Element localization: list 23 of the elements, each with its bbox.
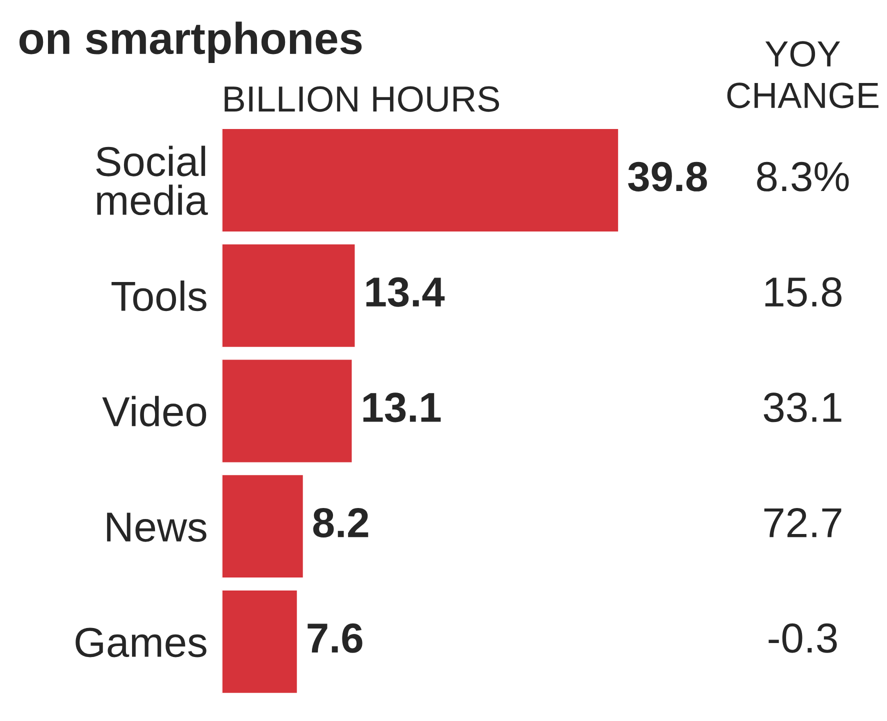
data-label: 7.6	[308, 623, 362, 653]
data-label: 13.4	[366, 277, 445, 307]
text: -0.3	[768, 623, 837, 653]
y-tick-label: Social media	[96, 146, 208, 216]
x-axis-title: BILLION HOURS	[224, 86, 500, 112]
data-label: 13.1	[363, 392, 441, 422]
bar	[222, 358, 354, 464]
bar	[222, 474, 304, 579]
text: YOY CHANGE	[727, 41, 878, 108]
y-tick-label: Games	[76, 628, 206, 658]
y-tick-label: Tools	[112, 280, 206, 312]
y-tick-label: News	[107, 512, 206, 542]
bar	[222, 128, 620, 233]
text: 72.7	[764, 508, 842, 538]
text: 33.1	[764, 392, 842, 422]
chart-title: on smartphones	[19, 22, 362, 64]
data-label: 8.2	[313, 508, 368, 538]
bar	[222, 243, 356, 348]
bar	[222, 589, 298, 694]
text: 15.8	[765, 277, 842, 307]
y-tick-label: Video	[102, 396, 206, 426]
text: 8.3%	[757, 162, 849, 192]
data-label: 39.8	[628, 162, 707, 192]
